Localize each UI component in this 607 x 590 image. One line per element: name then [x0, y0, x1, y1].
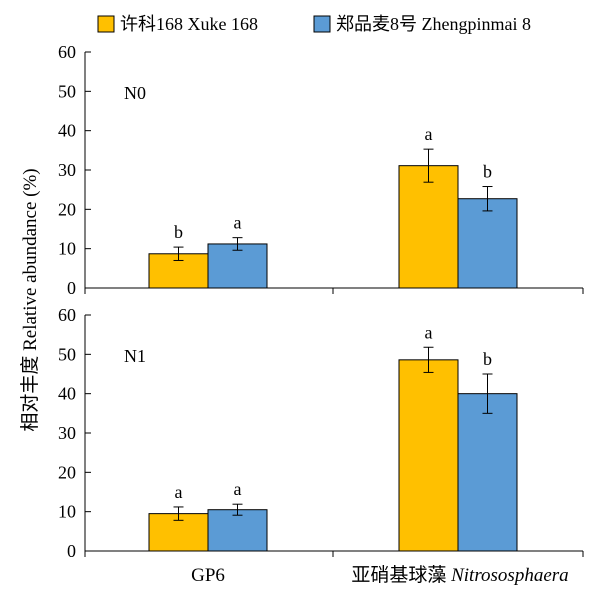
y-tick-label: 30	[58, 423, 76, 443]
y-tick-label: 10	[58, 502, 76, 522]
y-tick-label: 10	[58, 239, 76, 259]
legend: 许科168 Xuke 168 郑品麦8号 Zhengpinmai 8	[97, 14, 531, 34]
panel-label: N1	[124, 346, 146, 366]
y-tick-label: 20	[58, 462, 76, 482]
y-tick-label: 20	[58, 199, 76, 219]
bar	[457, 393, 518, 552]
legend-swatch-2	[313, 15, 331, 33]
x-category-label-nitrososphaera: 亚硝基球藻 Nitrososphaera	[351, 564, 568, 586]
significance-letter: b	[483, 349, 492, 369]
y-tick-label: 30	[58, 160, 76, 180]
bar	[207, 509, 268, 552]
y-axis-label: 相对丰度 Relative abundance (%)	[19, 168, 41, 431]
bar	[457, 198, 518, 289]
significance-letter: b	[483, 162, 492, 182]
legend-label-1: 许科168 Xuke 168	[120, 14, 258, 34]
bar	[398, 359, 459, 552]
y-tick-label: 0	[67, 278, 76, 298]
y-tick-label: 40	[58, 384, 76, 404]
y-tick-label: 60	[58, 305, 76, 325]
panel-n0: 0 10 20 30 40 50 60 N0 b a a b	[58, 42, 584, 298]
y-tick-label: 60	[58, 42, 76, 62]
legend-label-2: 郑品麦8号 Zhengpinmai 8	[336, 14, 531, 34]
legend-swatch-1	[97, 15, 115, 33]
y-tick-label: 50	[58, 344, 76, 364]
significance-letter: b	[174, 222, 183, 242]
significance-letter: a	[175, 482, 183, 502]
bar	[398, 165, 459, 289]
y-tick-label: 0	[67, 541, 76, 561]
panel-n1: 0 10 20 30 40 50 60 N1 a a a b	[58, 305, 584, 561]
significance-letter: a	[425, 322, 433, 342]
chart-panels: 0 10 20 30 40 50 60 N0 b a a b 0 10 20 30 40 50 60 N1 a a a b	[58, 42, 584, 561]
significance-letter: a	[234, 213, 242, 233]
panel-label: N0	[124, 83, 146, 103]
y-tick-label: 40	[58, 121, 76, 141]
x-category-label-gp6: GP6	[191, 565, 225, 586]
significance-letter: a	[234, 479, 242, 499]
significance-letter: a	[425, 124, 433, 144]
y-tick-label: 50	[58, 81, 76, 101]
